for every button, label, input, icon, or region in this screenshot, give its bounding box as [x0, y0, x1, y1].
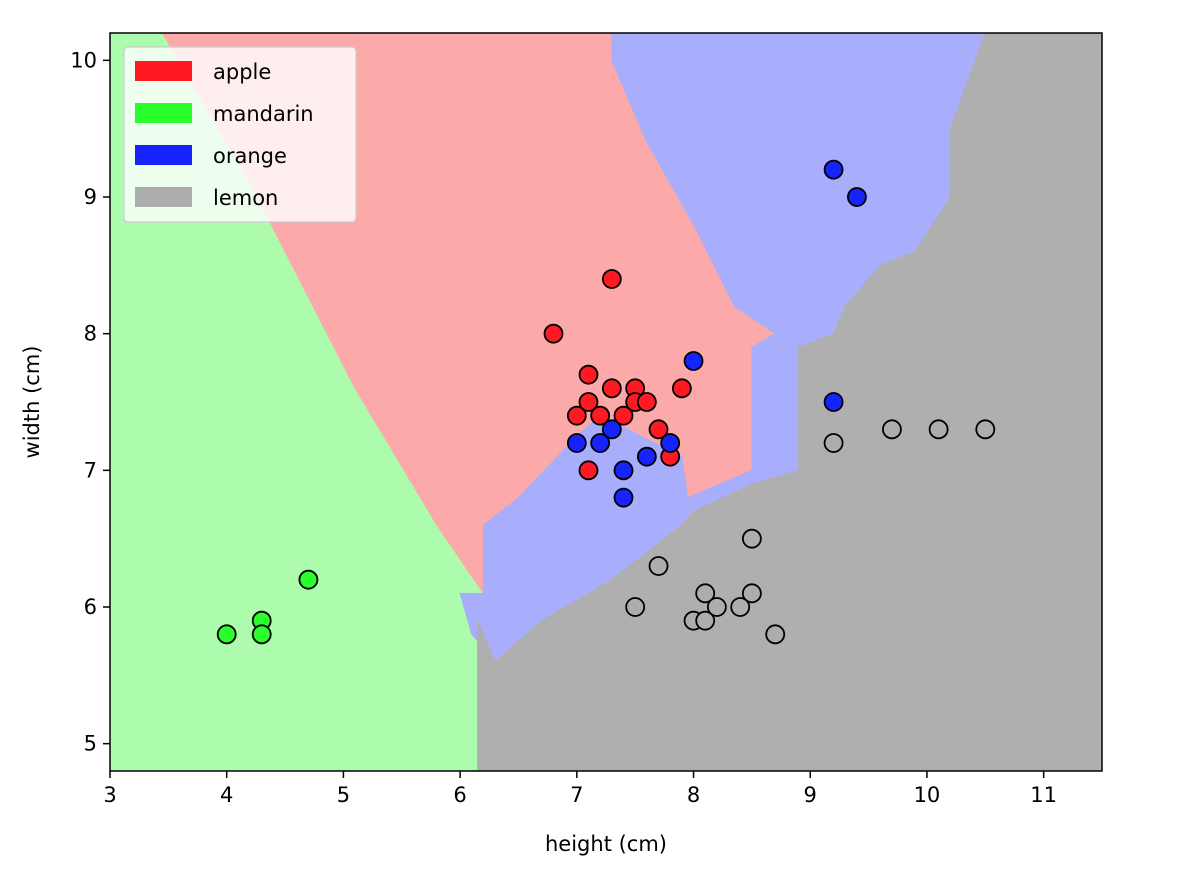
point-lemon: [741, 528, 762, 549]
region-lemon: [477, 32, 1103, 772]
y-tick-label: 8: [84, 322, 97, 346]
point-lemon: [695, 610, 716, 631]
point-mandarin: [298, 569, 319, 590]
x-tick-label: 4: [220, 783, 233, 807]
legend-label-apple: apple: [213, 60, 271, 84]
point-lemon: [975, 419, 996, 440]
point-lemon: [695, 583, 716, 604]
point-lemon: [706, 597, 727, 617]
point-lemon: [765, 624, 786, 645]
x-tick-label: 5: [337, 783, 350, 807]
point-apple: [636, 392, 657, 412]
legend-swatch-apple: [135, 61, 192, 81]
point-orange: [613, 487, 634, 508]
point-apple: [566, 405, 587, 426]
data-points: [216, 159, 996, 645]
legend-label-mandarin: mandarin: [213, 102, 314, 126]
point-orange: [590, 433, 611, 453]
point-apple: [648, 419, 669, 440]
point-apple: [578, 364, 599, 385]
y-tick-label: 10: [70, 48, 97, 72]
x-axis-label: height (cm): [545, 832, 667, 856]
point-orange: [823, 159, 844, 180]
point-lemon: [928, 419, 949, 440]
point-mandarin: [216, 624, 237, 645]
x-tick-label: 11: [1030, 783, 1057, 807]
point-apple: [578, 392, 599, 412]
point-apple: [601, 269, 622, 289]
y-tick-label: 5: [84, 732, 97, 756]
y-tick-label: 6: [84, 595, 97, 619]
point-lemon: [741, 583, 762, 604]
point-apple: [601, 378, 622, 399]
point-orange: [601, 419, 622, 440]
legend-swatch-orange: [135, 145, 192, 165]
y-tick-label: 7: [84, 458, 97, 482]
legend-box: [123, 46, 357, 223]
point-apple: [613, 405, 634, 426]
point-lemon: [730, 597, 751, 617]
point-apple: [671, 378, 692, 399]
point-orange: [660, 433, 681, 453]
point-lemon: [823, 433, 844, 453]
point-orange: [636, 446, 657, 467]
point-orange: [823, 392, 844, 412]
point-apple: [590, 405, 611, 426]
legend-label-lemon: lemon: [213, 186, 278, 210]
point-mandarin: [251, 624, 272, 645]
x-tick-label: 7: [570, 783, 583, 807]
point-lemon: [625, 597, 646, 617]
legend-swatch-lemon: [135, 187, 192, 207]
legend-label-orange: orange: [213, 144, 287, 168]
y-tick-label: 9: [84, 185, 97, 209]
x-tick-label: 10: [914, 783, 941, 807]
x-tick-label: 3: [103, 783, 116, 807]
point-orange: [566, 433, 587, 453]
point-orange: [847, 187, 867, 207]
x-axis: 3 4 5 6 7 8 9 10 11: [103, 771, 1057, 807]
legend-swatch-mandarin: [135, 103, 192, 123]
point-orange: [683, 351, 704, 371]
point-apple: [543, 323, 564, 344]
x-tick-label: 6: [453, 783, 466, 807]
point-lemon: [648, 556, 669, 576]
point-apple: [578, 460, 599, 481]
x-tick-label: 9: [804, 783, 817, 807]
x-tick-label: 8: [687, 783, 700, 807]
point-lemon: [882, 419, 902, 440]
plot-frame: [109, 32, 1103, 772]
legend: apple mandarin orange lemon: [123, 46, 357, 223]
y-axis-label: width (cm): [20, 346, 44, 459]
y-axis: 5 6 7 8 9 10: [70, 48, 110, 756]
point-orange: [613, 460, 634, 481]
